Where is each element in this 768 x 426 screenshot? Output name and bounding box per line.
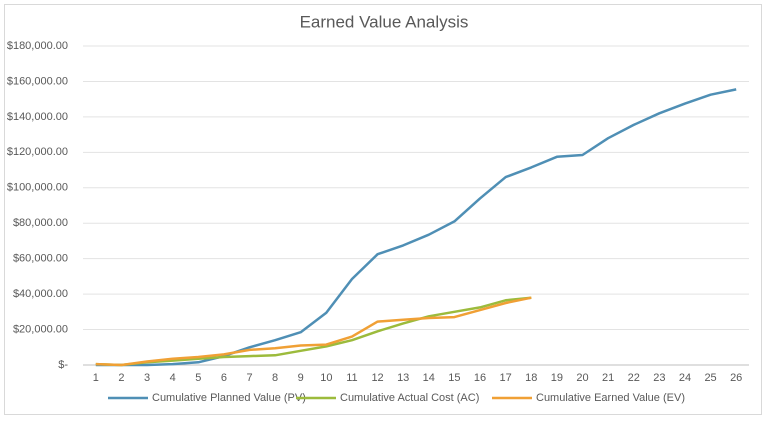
x-tick-label: 2 xyxy=(118,372,124,384)
y-tick-label: $180,000.00 xyxy=(7,40,68,52)
x-tick-label: 9 xyxy=(298,372,304,384)
y-tick-label: $60,000.00 xyxy=(13,253,68,265)
y-tick-label: $20,000.00 xyxy=(13,323,68,335)
chart-border xyxy=(4,4,762,415)
x-tick-label: 19 xyxy=(551,372,563,384)
x-tick-label: 20 xyxy=(576,372,588,384)
x-tick-label: 21 xyxy=(602,372,614,384)
x-tick-label: 10 xyxy=(320,372,332,384)
x-tick-label: 13 xyxy=(397,372,409,384)
x-tick-label: 16 xyxy=(474,372,486,384)
x-tick-label: 24 xyxy=(679,372,691,384)
legend-label: Cumulative Planned Value (PV) xyxy=(152,392,306,404)
x-tick-label: 17 xyxy=(500,372,512,384)
x-tick-label: 7 xyxy=(246,372,252,384)
legend-label: Cumulative Earned Value (EV) xyxy=(536,392,685,404)
series-line xyxy=(95,88,737,367)
x-tick-label: 26 xyxy=(730,372,742,384)
x-tick-label: 14 xyxy=(423,372,435,384)
x-tick-label: 1 xyxy=(93,372,99,384)
x-tick-label: 25 xyxy=(704,372,716,384)
y-tick-label: $100,000.00 xyxy=(7,182,68,194)
x-tick-label: 15 xyxy=(448,372,460,384)
x-tick-label: 4 xyxy=(170,372,176,384)
x-tick-label: 3 xyxy=(144,372,150,384)
y-tick-label: $- xyxy=(58,359,68,371)
x-tick-label: 23 xyxy=(653,372,665,384)
series-line xyxy=(95,296,532,367)
chart-title: Earned Value Analysis xyxy=(300,12,469,31)
y-tick-label: $40,000.00 xyxy=(13,288,68,300)
x-tick-label: 5 xyxy=(195,372,201,384)
x-tick-label: 18 xyxy=(525,372,537,384)
x-tick-label: 11 xyxy=(346,372,357,384)
y-tick-label: $80,000.00 xyxy=(13,217,68,229)
series-line xyxy=(95,296,532,367)
legend-label: Cumulative Actual Cost (AC) xyxy=(340,392,479,404)
x-tick-label: 12 xyxy=(371,372,383,384)
x-tick-label: 6 xyxy=(221,372,227,384)
y-tick-label: $120,000.00 xyxy=(7,146,68,158)
y-tick-label: $140,000.00 xyxy=(7,111,68,123)
x-tick-label: 22 xyxy=(628,372,640,384)
y-tick-label: $160,000.00 xyxy=(7,75,68,87)
x-tick-label: 8 xyxy=(272,372,278,384)
